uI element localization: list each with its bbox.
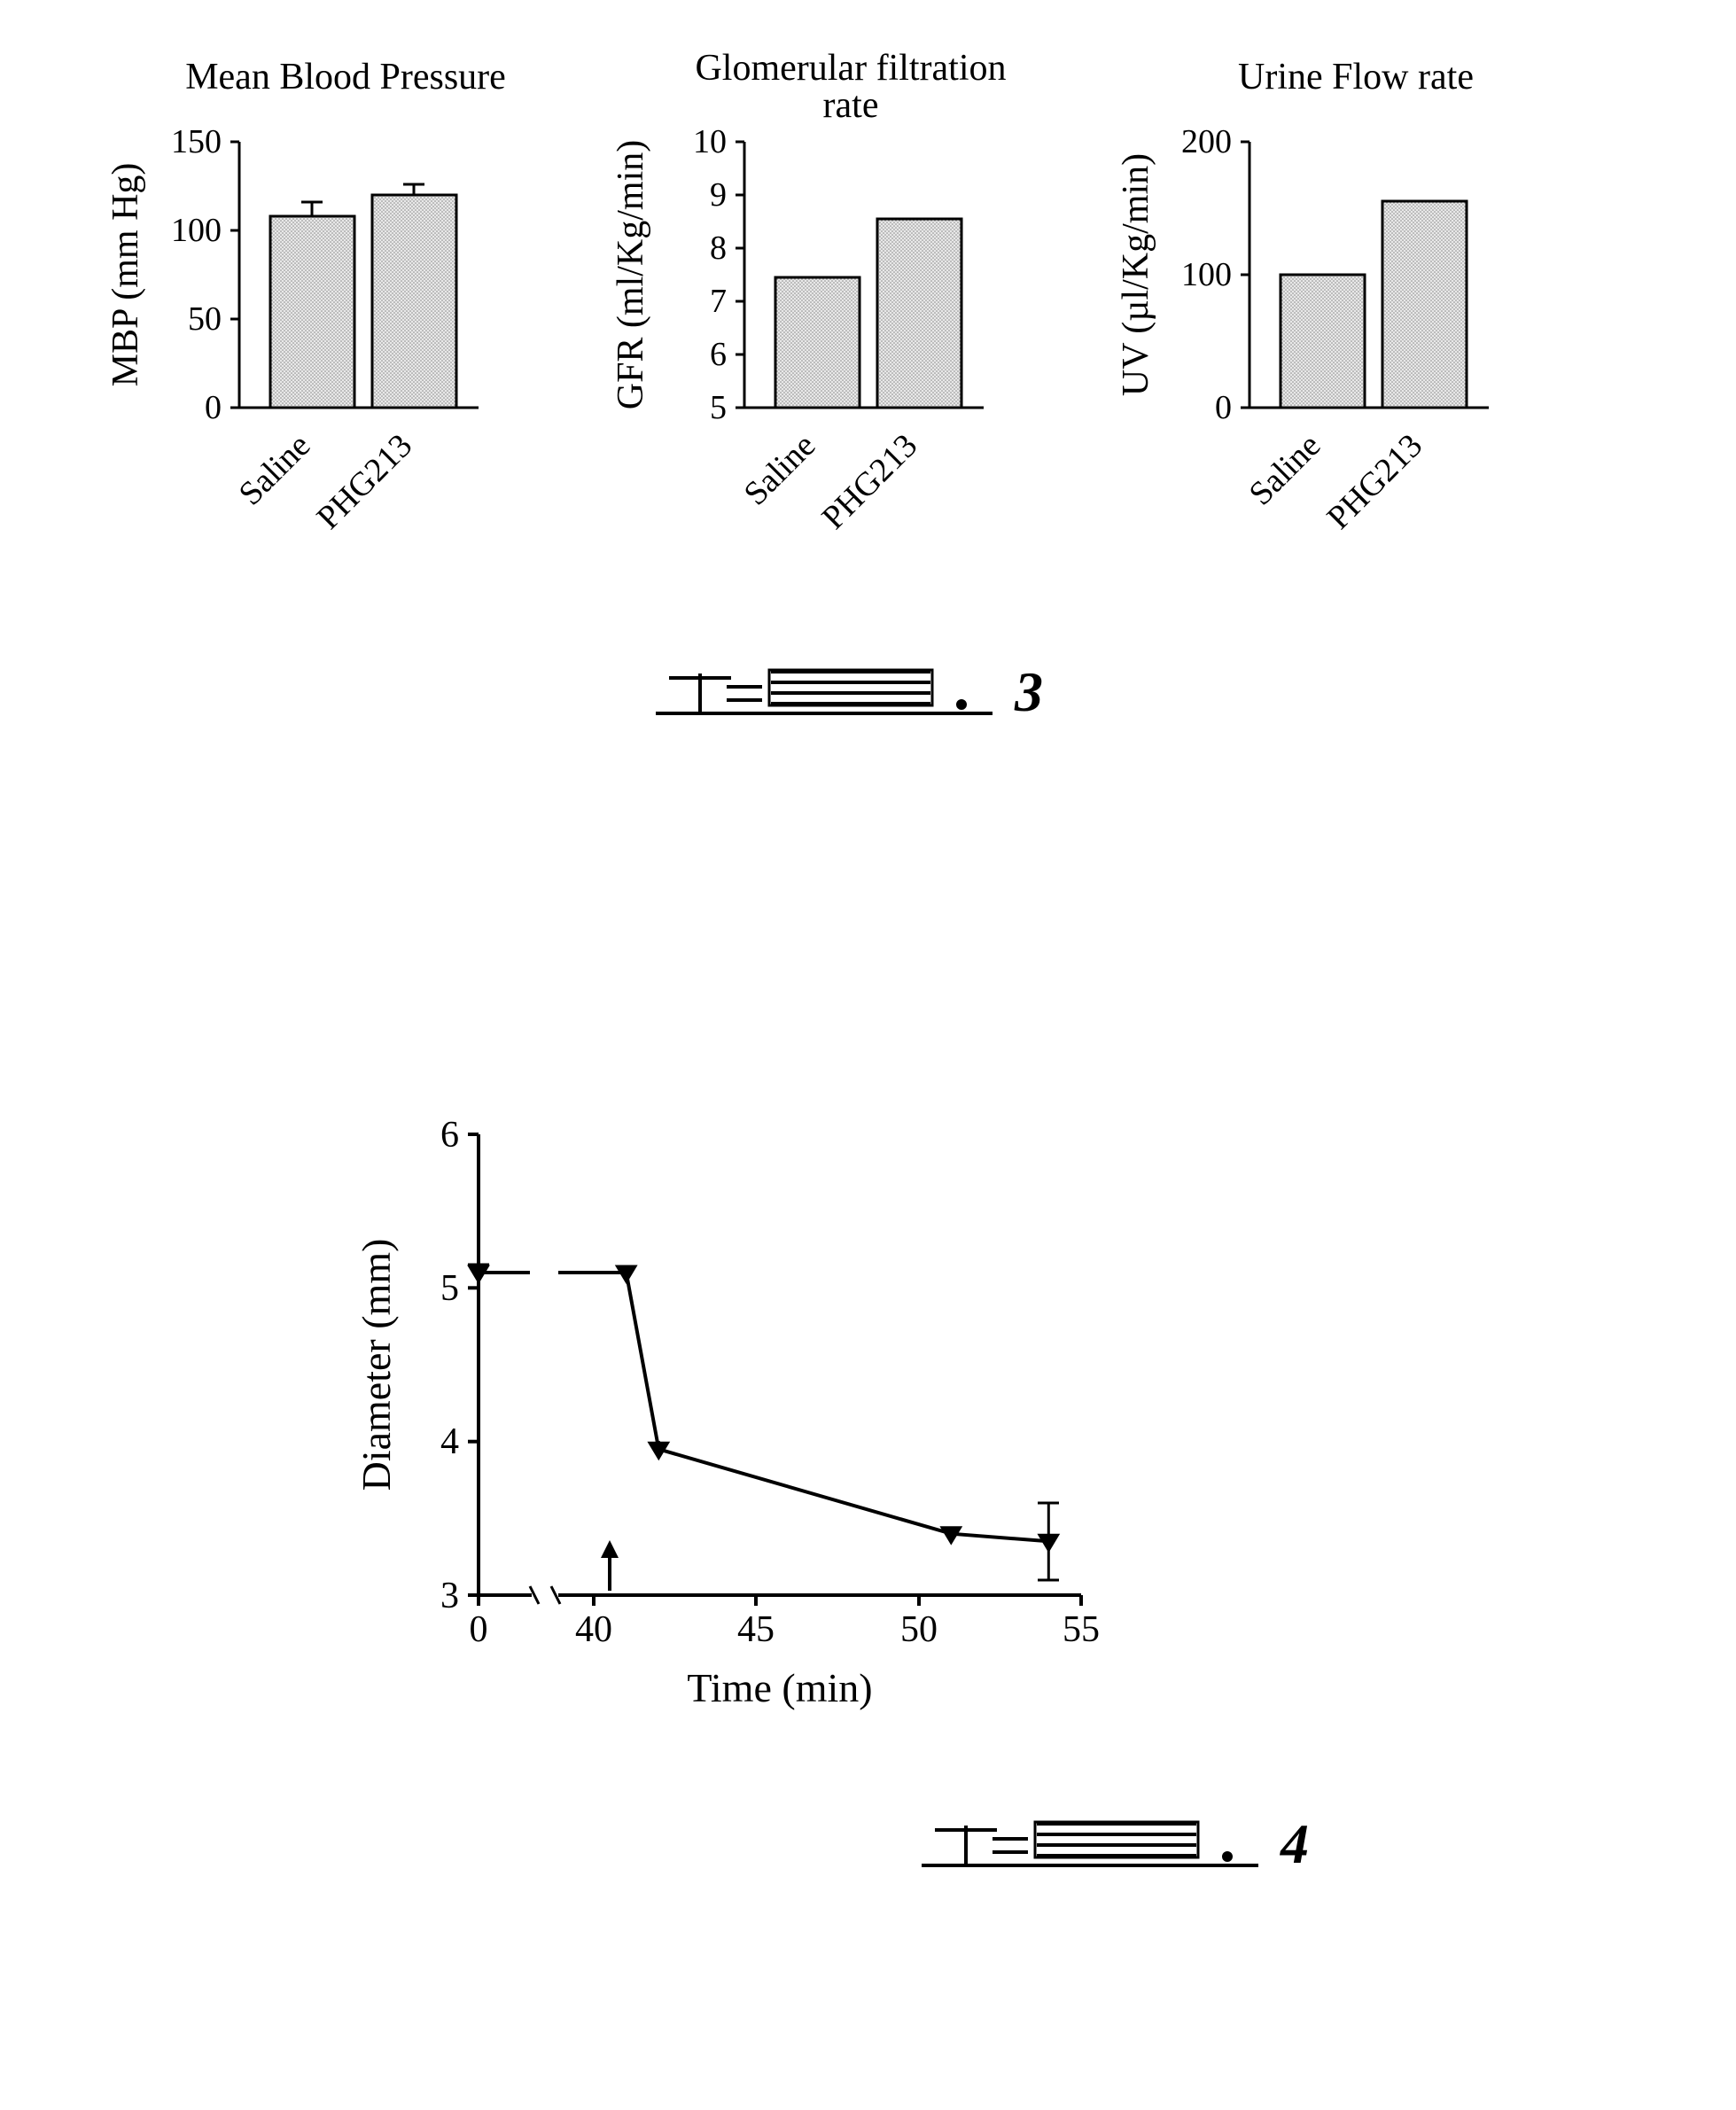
svg-text:8: 8 (710, 230, 727, 267)
svg-text:5: 5 (440, 1268, 459, 1309)
bar-mbp-saline (270, 216, 354, 408)
svg-text:6: 6 (710, 336, 727, 373)
chart-uv: Urine Flow rate 0 100 200 UV (µl/Kg/min)… (1116, 57, 1489, 536)
chart-gfr: Glomerular filtration rate 5 6 7 8 9 10 … (611, 53, 1007, 536)
svg-text:4: 4 (1280, 1812, 1309, 1875)
svg-text:Saline: Saline (737, 427, 823, 513)
svg-text:0: 0 (205, 389, 222, 426)
svg-text:PHG213: PHG213 (1320, 427, 1430, 537)
svg-text:3: 3 (1014, 660, 1043, 723)
svg-text:PHG213: PHG213 (310, 427, 420, 537)
svg-text:Saline: Saline (1242, 427, 1328, 513)
svg-text:40: 40 (575, 1609, 612, 1650)
svg-text:5: 5 (710, 389, 727, 426)
ylabel-uv: UV (µl/Kg/min) (1116, 153, 1156, 396)
ylabel-gfr: GFR (ml/Kg/min) (611, 140, 651, 410)
xlabel-time: Time (min) (687, 1665, 872, 1710)
svg-text:0: 0 (470, 1609, 488, 1650)
bar-uv-saline (1281, 275, 1365, 408)
bar-uv-phg213 (1382, 201, 1467, 408)
arrow-marker (601, 1540, 619, 1591)
figure-4: 3 4 5 6 0 40 45 50 55 Diameter (mm) Time… (354, 1081, 1241, 1750)
bar-gfr-phg213 (877, 219, 961, 408)
svg-text:9: 9 (710, 176, 727, 214)
svg-text:200: 200 (1181, 123, 1232, 160)
svg-text:10: 10 (693, 123, 727, 160)
ylabel-diameter: Diameter (mm) (354, 1239, 399, 1491)
svg-text:7: 7 (710, 283, 727, 320)
svg-text:45: 45 (737, 1609, 775, 1650)
chart-title-uv: Urine Flow rate (1238, 57, 1474, 97)
svg-text:4: 4 (440, 1421, 459, 1462)
fig3-svg: Mean Blood Pressure 0 50 100 150 MBP (mm… (106, 53, 1631, 691)
svg-text:PHG213: PHG213 (815, 427, 925, 537)
svg-text:50: 50 (188, 300, 222, 338)
svg-text:100: 100 (1181, 256, 1232, 293)
figure-4-label: 4 (886, 1808, 1329, 1892)
svg-text:Saline: Saline (232, 427, 318, 513)
svg-text:55: 55 (1063, 1609, 1100, 1650)
fig4-svg: 3 4 5 6 0 40 45 50 55 Diameter (mm) Time… (354, 1081, 1241, 1746)
svg-text:150: 150 (171, 123, 222, 160)
svg-text:100: 100 (171, 212, 222, 249)
chart-title-mbp: Mean Blood Pressure (185, 57, 506, 97)
svg-text:rate: rate (823, 85, 879, 126)
figure-3-label: 3 (620, 656, 1063, 740)
svg-text:3: 3 (440, 1576, 459, 1616)
svg-text:0: 0 (1215, 389, 1232, 426)
bar-gfr-saline (775, 277, 860, 408)
svg-text:Glomerular filtration: Glomerular filtration (695, 53, 1006, 89)
ylabel-mbp: MBP (mm Hg) (106, 163, 146, 387)
bar-mbp-phg213 (372, 195, 456, 408)
svg-text:6: 6 (440, 1115, 459, 1156)
figure-3: Mean Blood Pressure 0 50 100 150 MBP (mm… (106, 53, 1631, 696)
svg-text:50: 50 (900, 1609, 938, 1650)
chart-mbp: Mean Blood Pressure 0 50 100 150 MBP (mm… (106, 57, 506, 536)
